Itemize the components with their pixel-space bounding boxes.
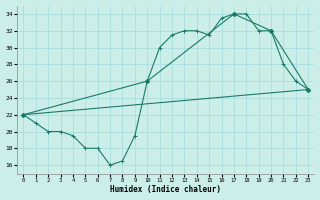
X-axis label: Humidex (Indice chaleur): Humidex (Indice chaleur) [110,185,221,194]
